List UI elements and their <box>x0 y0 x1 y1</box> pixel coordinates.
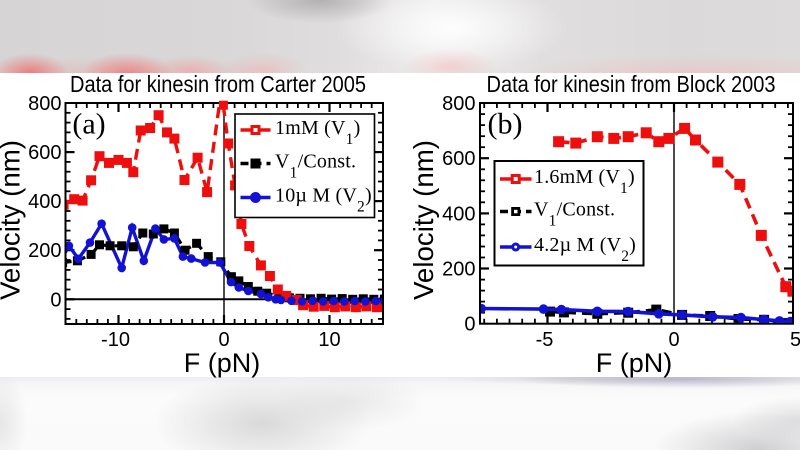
svg-text:F (pN): F (pN) <box>184 348 261 378</box>
svg-text:Data for kinesin from Carter 2: Data for kinesin from Carter 2005 <box>70 71 366 97</box>
svg-text:400: 400 <box>442 203 475 225</box>
svg-text:200: 200 <box>28 240 61 262</box>
svg-text:10: 10 <box>318 329 340 351</box>
svg-text:600: 600 <box>442 148 475 170</box>
svg-text:-10: -10 <box>101 329 130 351</box>
svg-text:5: 5 <box>790 329 800 351</box>
svg-text:Velocity (nm): Velocity (nm) <box>0 140 26 300</box>
svg-text:0: 0 <box>50 289 61 311</box>
svg-text:0: 0 <box>218 329 229 351</box>
svg-text:200: 200 <box>442 259 475 281</box>
svg-text:(a): (a) <box>72 108 105 141</box>
svg-text:-5: -5 <box>536 329 554 351</box>
svg-text:400: 400 <box>28 191 61 213</box>
svg-text:Velocity (nm): Velocity (nm) <box>408 140 439 300</box>
svg-text:800: 800 <box>28 93 61 115</box>
svg-text:F (pN): F (pN) <box>596 348 673 378</box>
svg-text:600: 600 <box>28 142 61 164</box>
svg-text:(b): (b) <box>488 108 523 141</box>
svg-text:800: 800 <box>442 93 475 115</box>
svg-text:0: 0 <box>668 329 679 351</box>
svg-text:Data for kinesin from Block 20: Data for kinesin from Block 2003 <box>487 71 776 97</box>
svg-text:0: 0 <box>464 314 475 336</box>
